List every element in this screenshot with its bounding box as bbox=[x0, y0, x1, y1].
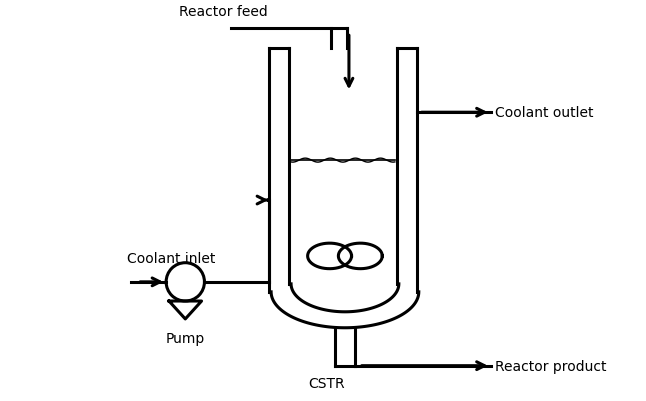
Text: CSTR: CSTR bbox=[309, 376, 346, 390]
Text: Coolant outlet: Coolant outlet bbox=[495, 106, 593, 120]
Text: Coolant inlet: Coolant inlet bbox=[127, 251, 216, 265]
Text: Reactor feed: Reactor feed bbox=[180, 5, 268, 19]
Text: Pump: Pump bbox=[165, 331, 205, 345]
Text: Reactor product: Reactor product bbox=[495, 359, 606, 373]
